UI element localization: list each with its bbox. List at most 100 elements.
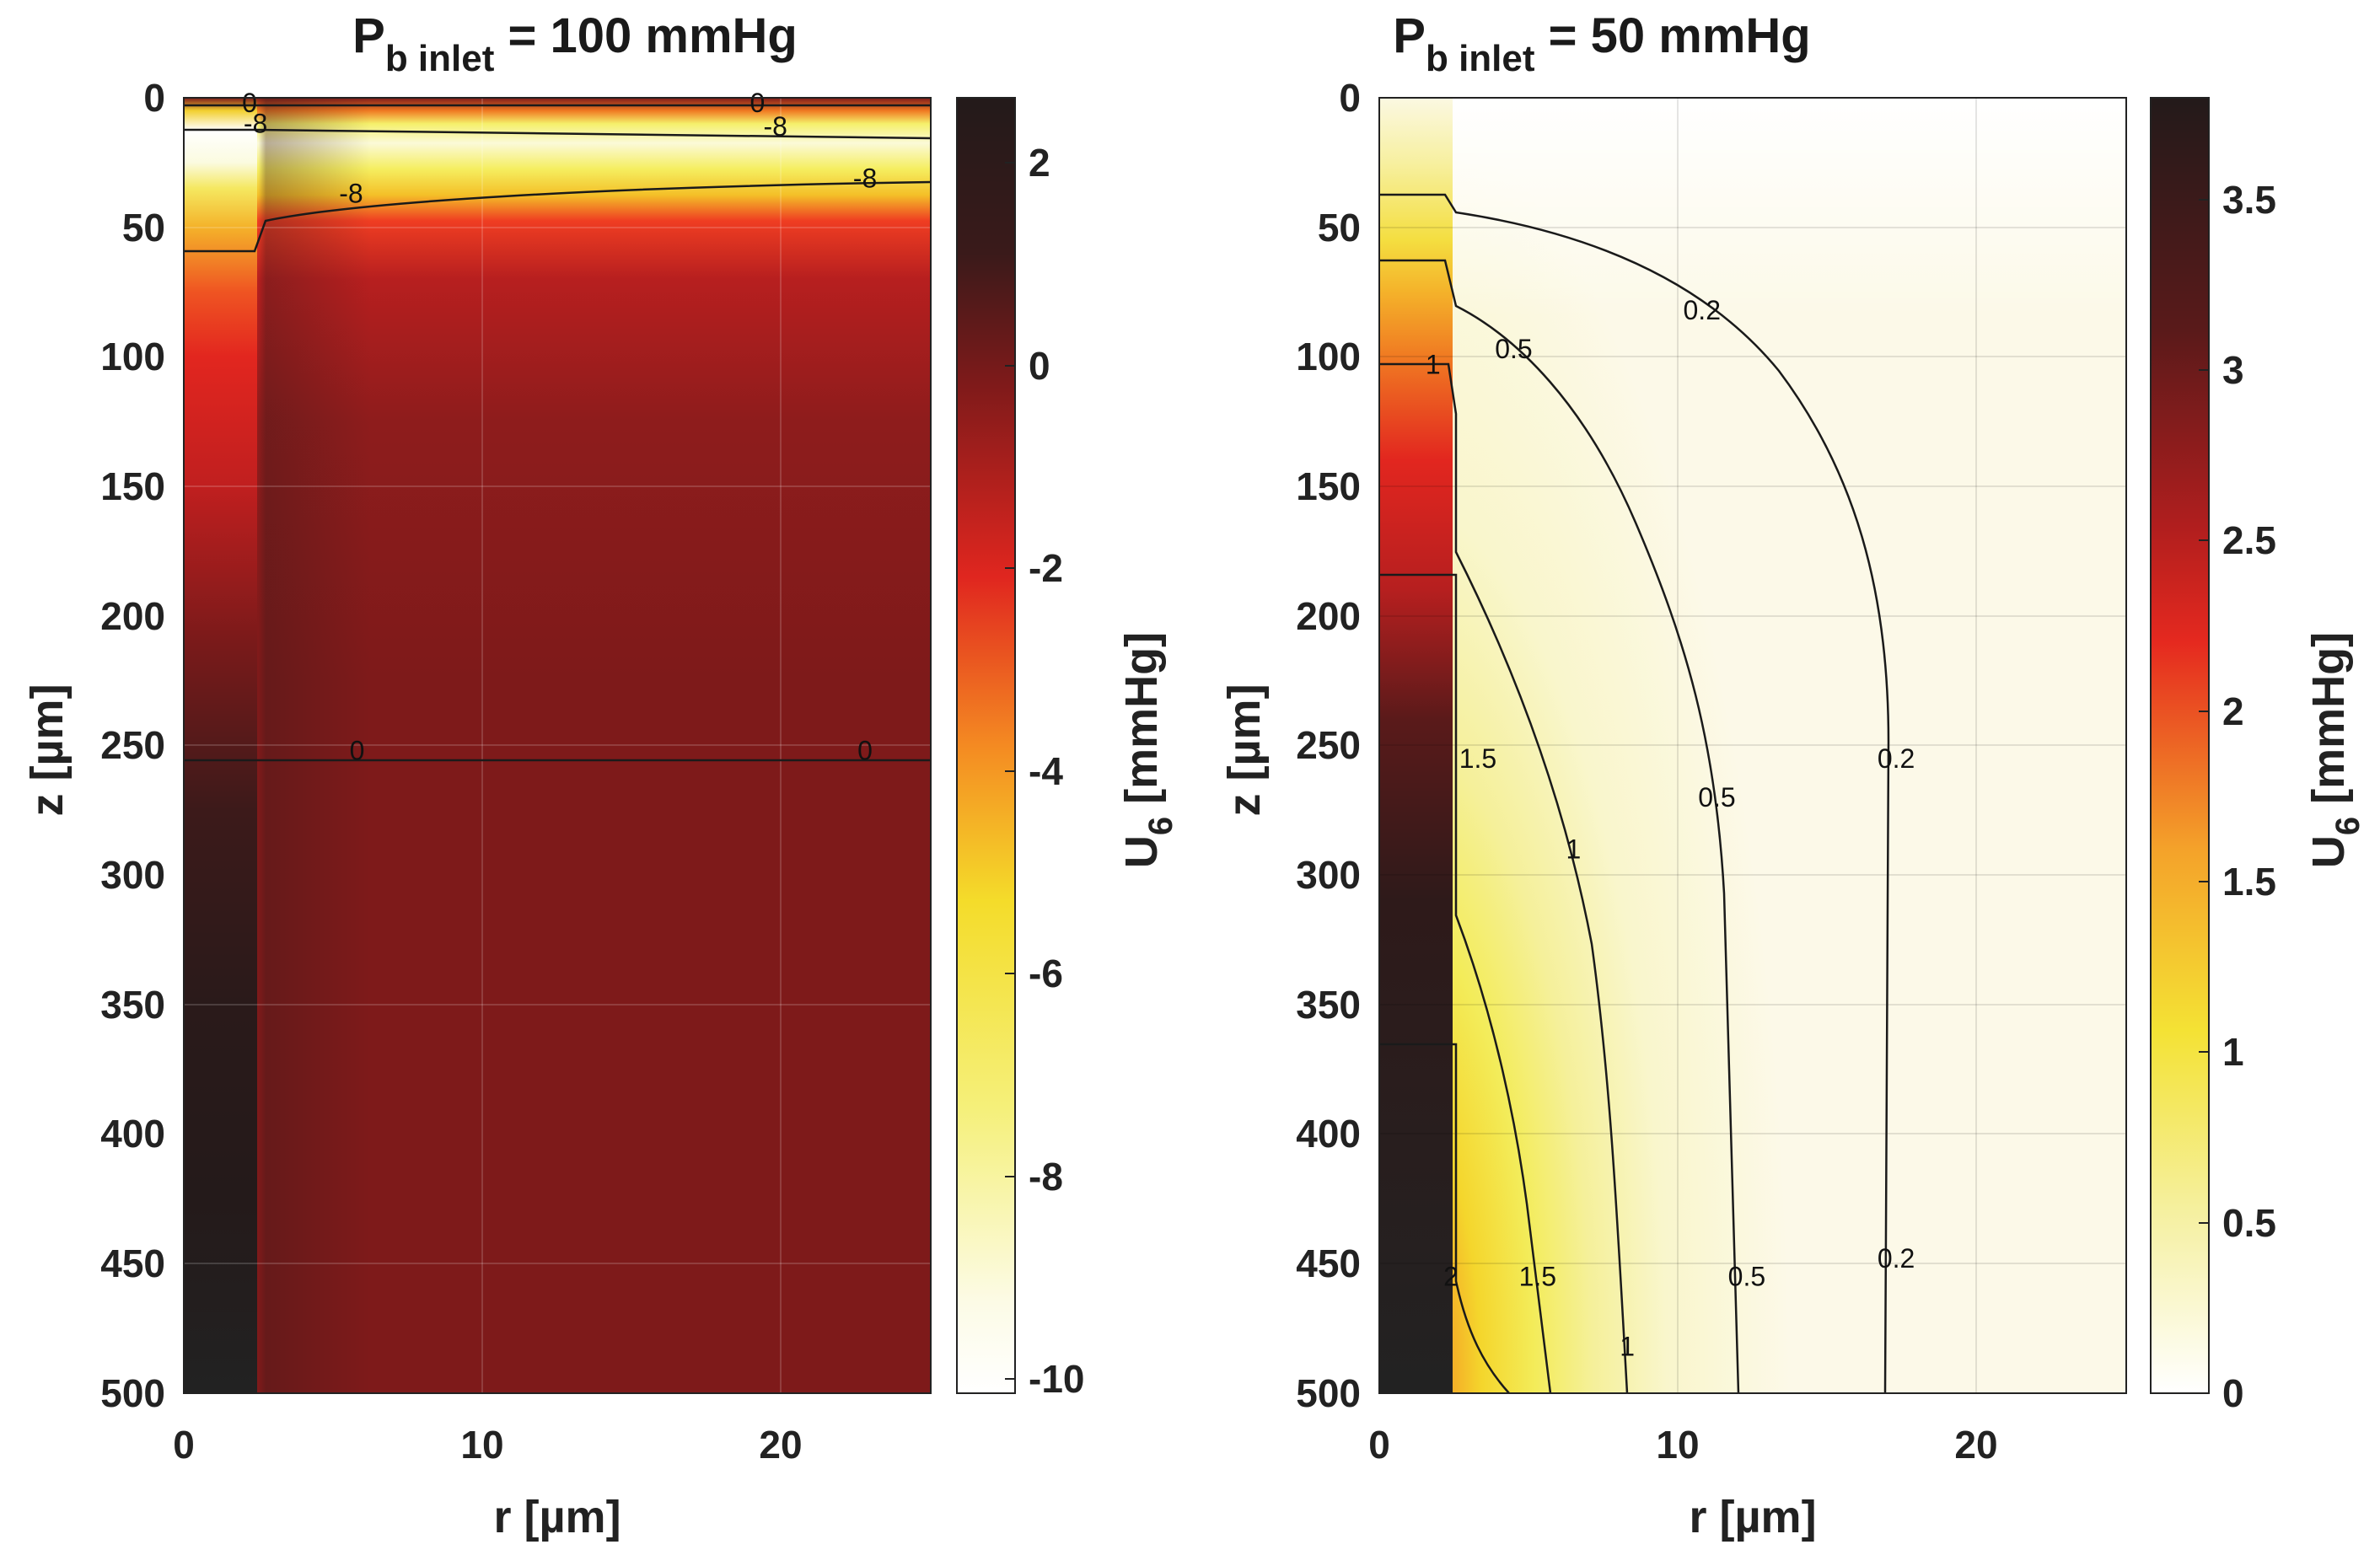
right-colorbar-tick-label: 1.5 [2222, 860, 2276, 904]
left-contour-minus8-upper [184, 128, 932, 140]
contour-label: 0.5 [1495, 334, 1532, 364]
left-xtick-label: 10 [460, 1423, 503, 1467]
left-ytick-label: 500 [100, 1371, 165, 1415]
right-grid [1379, 98, 2126, 1393]
right-title-rest: = 50 mmHg [1535, 8, 1811, 63]
right-colorbar-tick-label: 2 [2222, 689, 2244, 733]
right-plot-frame [1378, 97, 2127, 1394]
right-colorbar-label-rest: [mmHg] [2303, 632, 2354, 817]
right-contour-1.5 [1379, 573, 1552, 1394]
left-colorbar-label-rest: [mmHg] [1116, 632, 1167, 817]
right-ytick-label: 200 [1296, 594, 1361, 638]
right-ytick-label: 0 [1339, 76, 1361, 120]
right-colorbar-tick-label: 0.5 [2222, 1201, 2276, 1245]
contour-label: -8 [339, 179, 363, 209]
contour-label: -8 [763, 111, 787, 142]
left-colorbar-tick-label: -8 [1029, 1155, 1063, 1199]
left-colorbar: 2 0 -2 -4 -6 -8 -10 U6 [mmHg] [956, 97, 1179, 1401]
left-ytick-label: 150 [100, 464, 165, 508]
left-colorbar-tick-label: -6 [1029, 952, 1063, 995]
contour-label: 1.5 [1459, 743, 1496, 774]
right-ytick-label: 100 [1296, 335, 1361, 378]
left-ytick-label: 50 [122, 206, 165, 249]
left-x-ticks: 0 10 20 [173, 1423, 802, 1467]
right-colorbar-label-sub: 6 [2329, 817, 2367, 835]
right-title-main: P [1393, 8, 1426, 63]
contour-label: 0 [242, 88, 257, 118]
right-ytick-label: 450 [1296, 1242, 1361, 1285]
left-xtick-label: 0 [173, 1423, 195, 1467]
right-colorbar-tick-label: 0 [2222, 1371, 2244, 1415]
right-colorbar-tick-label: 3.5 [2222, 178, 2276, 222]
right-contour-lines [1379, 193, 1890, 1394]
left-colorbar-gradient [956, 97, 1016, 1394]
contour-label: 0.5 [1698, 782, 1735, 812]
right-heatmap-core [1379, 98, 1453, 1393]
contour-label: 0 [750, 88, 766, 118]
left-colorbar-tick-label: 2 [1029, 141, 1050, 185]
left-colorbar-ticks [1005, 162, 1015, 1380]
right-title-sub: b inlet [1426, 38, 1535, 79]
contour-label: 1 [1620, 1332, 1635, 1362]
right-contour-labels: 0.2 0.2 0.2 0.5 0.5 0.5 1 1 1 1.5 1.5 2 [1426, 295, 1915, 1362]
left-grid [184, 98, 931, 1393]
left-heatmap-field-edge [184, 98, 931, 1393]
contour-label: 1.5 [1519, 1262, 1556, 1292]
right-colorbar-label: U6 [mmHg] [2303, 632, 2367, 868]
contour-label: 0.5 [1728, 1262, 1765, 1292]
right-ytick-label: 500 [1296, 1371, 1361, 1415]
right-ytick-label: 150 [1296, 464, 1361, 508]
right-x-ticks: 0 10 20 [1368, 1423, 1997, 1467]
contour-label: 1 [1426, 350, 1441, 380]
right-colorbar-gradient [2150, 97, 2210, 1394]
right-contour-0.5 [1379, 259, 1740, 1394]
left-colorbar-tick-label: -2 [1029, 546, 1063, 590]
right-heatmap-top-fade [1379, 98, 2126, 317]
right-ytick-label: 350 [1296, 983, 1361, 1027]
left-colorbar-tick-label: -10 [1029, 1357, 1084, 1401]
contour-label: 0 [857, 736, 873, 766]
contour-label: 2 [1443, 1262, 1459, 1292]
left-chart-title: Pb inlet = 100 mmHg [352, 8, 798, 79]
left-ytick-label: 100 [100, 335, 165, 378]
right-ytick-label: 300 [1296, 853, 1361, 897]
right-plot-area: 0.2 0.2 0.2 0.5 0.5 0.5 1 1 1 1.5 1.5 2 [1378, 97, 2127, 1394]
left-title-sub: b inlet [385, 38, 495, 79]
right-chart-title: Pb inlet = 50 mmHg [1393, 8, 1810, 79]
right-ytick-label: 250 [1296, 723, 1361, 767]
right-panel: Pb inlet = 50 mmHg [1219, 8, 2367, 1542]
left-heatmap-core [184, 98, 257, 1393]
contour-label: 0.2 [1878, 1243, 1915, 1274]
right-xtick-label: 20 [1954, 1423, 1997, 1467]
left-panel: Pb inlet = 100 mmHg 0 00 0-8 -8 [22, 8, 1179, 1542]
left-colorbar-label-main: U [1116, 835, 1167, 868]
left-contour-lines [184, 104, 932, 762]
left-plot-frame [183, 97, 932, 1394]
left-contour-minus8-lower [184, 180, 932, 253]
contour-label: 0.2 [1684, 295, 1721, 325]
left-ytick-label: 300 [100, 853, 165, 897]
right-colorbar-tick-label: 2.5 [2222, 518, 2276, 562]
left-ytick-label: 450 [100, 1242, 165, 1285]
right-contour-0.2 [1379, 193, 1890, 1394]
left-ytick-label: 0 [143, 76, 165, 120]
right-colorbar: 3.5 3 2.5 2 1.5 1 0.5 0 U6 [mmHg] [2150, 97, 2367, 1415]
right-x-axis-label: r [µm] [1689, 1492, 1816, 1542]
right-xtick-label: 10 [1656, 1423, 1699, 1467]
left-ytick-label: 200 [100, 594, 165, 638]
right-colorbar-label-main: U [2303, 835, 2354, 868]
left-colorbar-label-sub: 6 [1142, 817, 1179, 835]
left-y-ticks: 0 50 100 150 200 250 300 350 400 450 500 [100, 76, 165, 1415]
left-colorbar-label: U6 [mmHg] [1116, 632, 1179, 868]
right-xtick-label: 0 [1368, 1423, 1390, 1467]
right-colorbar-tick-label: 3 [2222, 348, 2244, 392]
contour-label: -8 [244, 109, 267, 139]
left-plot-area: 0 00 0-8 -8-8-8 [183, 88, 932, 1394]
left-colorbar-tick-label: -4 [1029, 749, 1063, 793]
right-y-axis-label: z [µm] [1219, 684, 1270, 816]
left-ytick-label: 250 [100, 723, 165, 767]
left-xtick-label: 20 [759, 1423, 802, 1467]
contour-label: 0 [350, 736, 365, 766]
right-contour-2 [1379, 1043, 1510, 1394]
